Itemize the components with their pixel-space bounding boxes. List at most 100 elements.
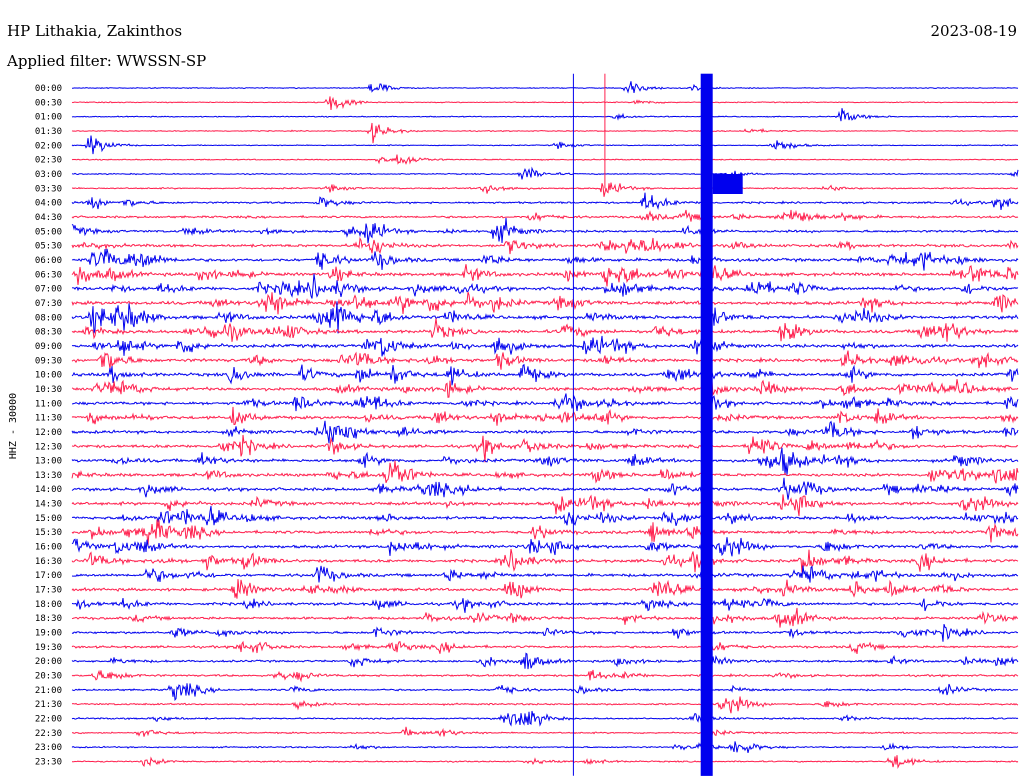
row-time-label: 19:00 [35, 629, 62, 639]
trace-row [71, 548, 1019, 573]
trace-row [71, 755, 1019, 770]
row-time-label: 10:00 [35, 371, 62, 381]
trace-row [71, 379, 1019, 398]
trace-row [71, 301, 1019, 334]
trace-row [71, 579, 1019, 599]
trace-row [71, 217, 1019, 244]
trace-row [71, 122, 1019, 144]
trace-row [71, 640, 1019, 654]
row-time-label: 07:00 [35, 285, 62, 295]
row-time-label: 21:00 [35, 686, 62, 696]
row-time-label: 05:00 [35, 227, 62, 237]
row-time-label: 09:30 [35, 356, 62, 366]
trace-row [71, 335, 1019, 357]
row-time-label: 01:00 [35, 113, 62, 123]
row-time-label: 12:30 [35, 442, 62, 452]
row-time-label: 22:00 [35, 715, 62, 725]
trace-row [71, 624, 1019, 642]
row-time-label: 14:00 [35, 485, 62, 495]
row-time-label: 06:30 [35, 270, 62, 280]
trace-row [71, 696, 1019, 714]
row-time-label: 13:00 [35, 457, 62, 467]
row-time-label: 02:30 [35, 156, 62, 166]
row-time-label: 23:00 [35, 743, 62, 753]
trace-row [71, 494, 1019, 517]
row-time-label: 04:00 [35, 199, 62, 209]
row-time-label: 15:30 [35, 528, 62, 538]
trace-row [71, 81, 1019, 94]
trace-row [71, 318, 1019, 342]
row-time-label: 07:30 [35, 299, 62, 309]
row-time-label: 06:00 [35, 256, 62, 266]
large-event-trace [700, 73, 713, 776]
trace-row [71, 607, 1019, 628]
filter-label: Applied filter: WWSSN-SP [6, 52, 206, 70]
trace-row [71, 477, 1019, 500]
large-event-coda [712, 174, 743, 194]
trace-row [71, 248, 1019, 271]
trace-row [71, 192, 1019, 211]
row-time-label: 08:30 [35, 328, 62, 338]
trace-row [71, 597, 1019, 613]
trace-row [71, 291, 1019, 315]
channel-axis-label: HHZ - 30000 [8, 393, 19, 459]
trace-row [71, 363, 1019, 386]
trace-row [71, 710, 1019, 727]
row-time-label: 04:30 [35, 213, 62, 223]
trace-row [71, 726, 1019, 737]
trace-row [71, 652, 1019, 670]
trace-row [71, 236, 1019, 255]
row-time-label: 13:30 [35, 471, 62, 481]
row-time-label: 20:00 [35, 657, 62, 667]
row-time-label: 16:00 [35, 543, 62, 553]
row-time-label: 12:00 [35, 428, 62, 438]
trace-row [71, 460, 1019, 484]
trace-row [72, 393, 1019, 412]
row-time-label: 19:30 [35, 643, 62, 653]
row-time-label: 11:30 [35, 414, 62, 424]
trace-row [71, 154, 1019, 165]
row-time-label: 08:00 [35, 313, 62, 323]
trace-group [71, 73, 1019, 776]
trace-row [71, 264, 1019, 287]
row-time-label: 00:30 [35, 98, 62, 108]
trace-row [71, 669, 1019, 683]
row-time-label: 17:30 [35, 586, 62, 596]
trace-row [71, 406, 1019, 426]
trace-row [71, 420, 1019, 444]
trace-row [71, 166, 1019, 180]
trace-row [71, 135, 1019, 155]
row-time-label: 17:00 [35, 571, 62, 581]
trace-row [71, 182, 1019, 197]
row-time-label: 11:00 [35, 399, 62, 409]
row-time-label: 20:30 [35, 672, 62, 682]
trace-row [71, 350, 1019, 370]
date-label: 2023-08-19 [931, 22, 1017, 40]
row-time-label: 16:30 [35, 557, 62, 567]
row-time-label: 09:00 [35, 342, 62, 352]
trace-row [71, 96, 1019, 111]
trace-row [71, 273, 1019, 299]
trace-row [71, 537, 1019, 557]
row-time-label: 00:00 [35, 84, 62, 94]
row-time-label: 18:30 [35, 614, 62, 624]
row-time-label: 05:30 [35, 242, 62, 252]
row-time-label: 02:00 [35, 141, 62, 151]
trace-row [71, 209, 1019, 222]
row-time-label: 14:30 [35, 500, 62, 510]
trace-row [71, 108, 1019, 122]
trace-row [71, 565, 1019, 583]
trace-row [71, 519, 1019, 546]
row-time-label: 03:00 [35, 170, 62, 180]
row-time-label: 01:30 [35, 127, 62, 137]
row-time-label: 18:00 [35, 600, 62, 610]
row-time-label: 15:00 [35, 514, 62, 524]
trace-row [71, 683, 1018, 701]
row-time-label: 22:30 [35, 729, 62, 739]
trace-row [71, 434, 1019, 463]
trace-row [71, 741, 1019, 754]
row-time-label: 23:30 [35, 758, 62, 768]
row-time-label: 03:30 [35, 184, 62, 194]
row-label-group: 00:00 00:30 01:00 01:30 02:00 02:30 03:00 03:30… [35, 84, 62, 768]
